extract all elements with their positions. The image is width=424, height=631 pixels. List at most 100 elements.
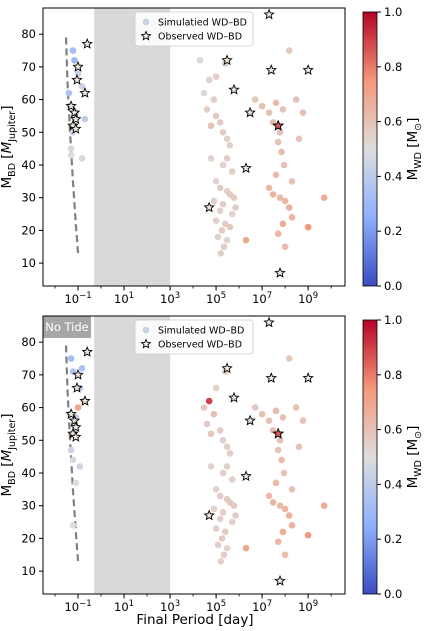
simulated-point [265, 492, 273, 500]
simulated-point [280, 161, 288, 169]
observed-star [244, 414, 256, 426]
simulated-point [210, 197, 218, 205]
simulated-point [74, 404, 82, 411]
observed-star [81, 346, 93, 357]
simulated-point [216, 119, 224, 126]
observed-star [203, 201, 215, 213]
shaded-region [94, 8, 171, 286]
simulated-point [279, 528, 287, 536]
simulated-point [207, 430, 215, 438]
y-tick-label: 10 [21, 256, 36, 270]
legend-label-simulated: Simulatied WD–BD [158, 18, 247, 29]
simulated-point [212, 217, 220, 224]
observed-star [228, 391, 240, 403]
simulated-point [304, 223, 312, 231]
simulated-point [292, 96, 300, 103]
simulated-point [76, 463, 84, 470]
x-tick-label: 107 [252, 291, 272, 306]
observed-star [240, 470, 252, 482]
simulated-point [226, 223, 234, 231]
simulated-point [288, 178, 296, 185]
x-tick-label: 107 [252, 599, 272, 614]
simulated-point [74, 70, 82, 77]
y-tick-label: 80 [21, 27, 36, 41]
legend: Simulated WD–BD Observed WD–BD [134, 319, 254, 355]
colorbar-tick-label: 0.0 [384, 279, 402, 293]
simulated-point [295, 135, 303, 143]
simulated-point [219, 436, 227, 444]
legend-marker-simulated [142, 326, 150, 334]
simulated-point [221, 220, 229, 228]
x-tick-label: 10−1 [64, 291, 91, 306]
observed-star [240, 162, 252, 174]
simulated-point [212, 73, 220, 80]
simulated-point [288, 214, 296, 221]
panel-2: No Tide 10 20 30 40 50 60 70 80 10−1 101 103 105 107 1… [0, 313, 424, 614]
simulated-point [265, 184, 273, 192]
y-tick-label: 20 [21, 223, 36, 237]
x-tick-label: 109 [298, 599, 318, 614]
simulated-point [205, 397, 213, 405]
y-tick-label: 80 [21, 335, 36, 349]
x-tick-label: 109 [298, 291, 318, 306]
y-axis-label: MBD [MJupiter] [0, 106, 18, 189]
y-tick-label: 20 [21, 531, 36, 545]
observed-star [70, 113, 82, 125]
simulated-point [230, 502, 238, 509]
y-tick-label: 70 [21, 368, 36, 382]
plot-area [43, 316, 345, 594]
panel-1: 10 20 30 40 50 60 70 80 10−1 101 103 105 107 109 MBD [… [0, 5, 424, 306]
simulated-point [242, 544, 250, 552]
simulated-point [67, 151, 75, 159]
colorbar-gradient [362, 319, 378, 595]
simulated-point [279, 220, 287, 228]
simulated-point [223, 135, 231, 143]
simulated-point [200, 89, 208, 97]
observed-star [79, 395, 91, 406]
simulated-point [299, 109, 307, 116]
observed-star [70, 431, 82, 442]
simulated-point [220, 243, 228, 251]
simulated-point [285, 204, 293, 211]
colorbar-tick-label: 1.0 [384, 5, 402, 19]
observed-star [70, 123, 82, 134]
simulated-point [207, 122, 215, 130]
simulated-point [272, 479, 280, 487]
simulated-point [265, 417, 273, 424]
simulated-point [218, 227, 226, 234]
legend-marker-observed [140, 338, 152, 349]
simulated-point [258, 410, 266, 418]
colorbar-label: MWD [M⊙] [405, 426, 424, 489]
simulated-point [281, 197, 289, 205]
simulated-point [276, 194, 284, 201]
axes-frame [42, 315, 346, 595]
simulated-point [207, 463, 215, 470]
simulated-point [219, 161, 227, 169]
legend-marker-observed [140, 30, 152, 41]
simulated-point [216, 184, 224, 192]
observed-star-highlight [272, 119, 285, 131]
x-tick-label: 10−1 [64, 599, 91, 614]
simulated-point [242, 236, 250, 244]
simulated-point [292, 404, 300, 411]
colorbar-tick-label: 0.6 [384, 423, 402, 437]
simulated-point [203, 420, 211, 428]
observed-star [274, 574, 286, 586]
simulated-point [219, 128, 227, 136]
no-tide-box [43, 316, 91, 338]
observed-star [68, 414, 81, 426]
simulated-point [280, 469, 288, 477]
simulated-point [279, 414, 287, 421]
simulated-point [220, 551, 228, 559]
simulated-point [223, 443, 231, 451]
observed-star-highlight [272, 427, 285, 439]
simulated-point [81, 115, 89, 123]
no-tide-label: No Tide [45, 320, 89, 334]
simulated-point [251, 404, 259, 411]
observed-star [68, 106, 81, 118]
observed-star [263, 8, 275, 20]
simulated-point [203, 106, 211, 113]
y-tick-label: 40 [21, 158, 36, 172]
simulated-point [217, 557, 225, 565]
plot-area [43, 8, 345, 286]
